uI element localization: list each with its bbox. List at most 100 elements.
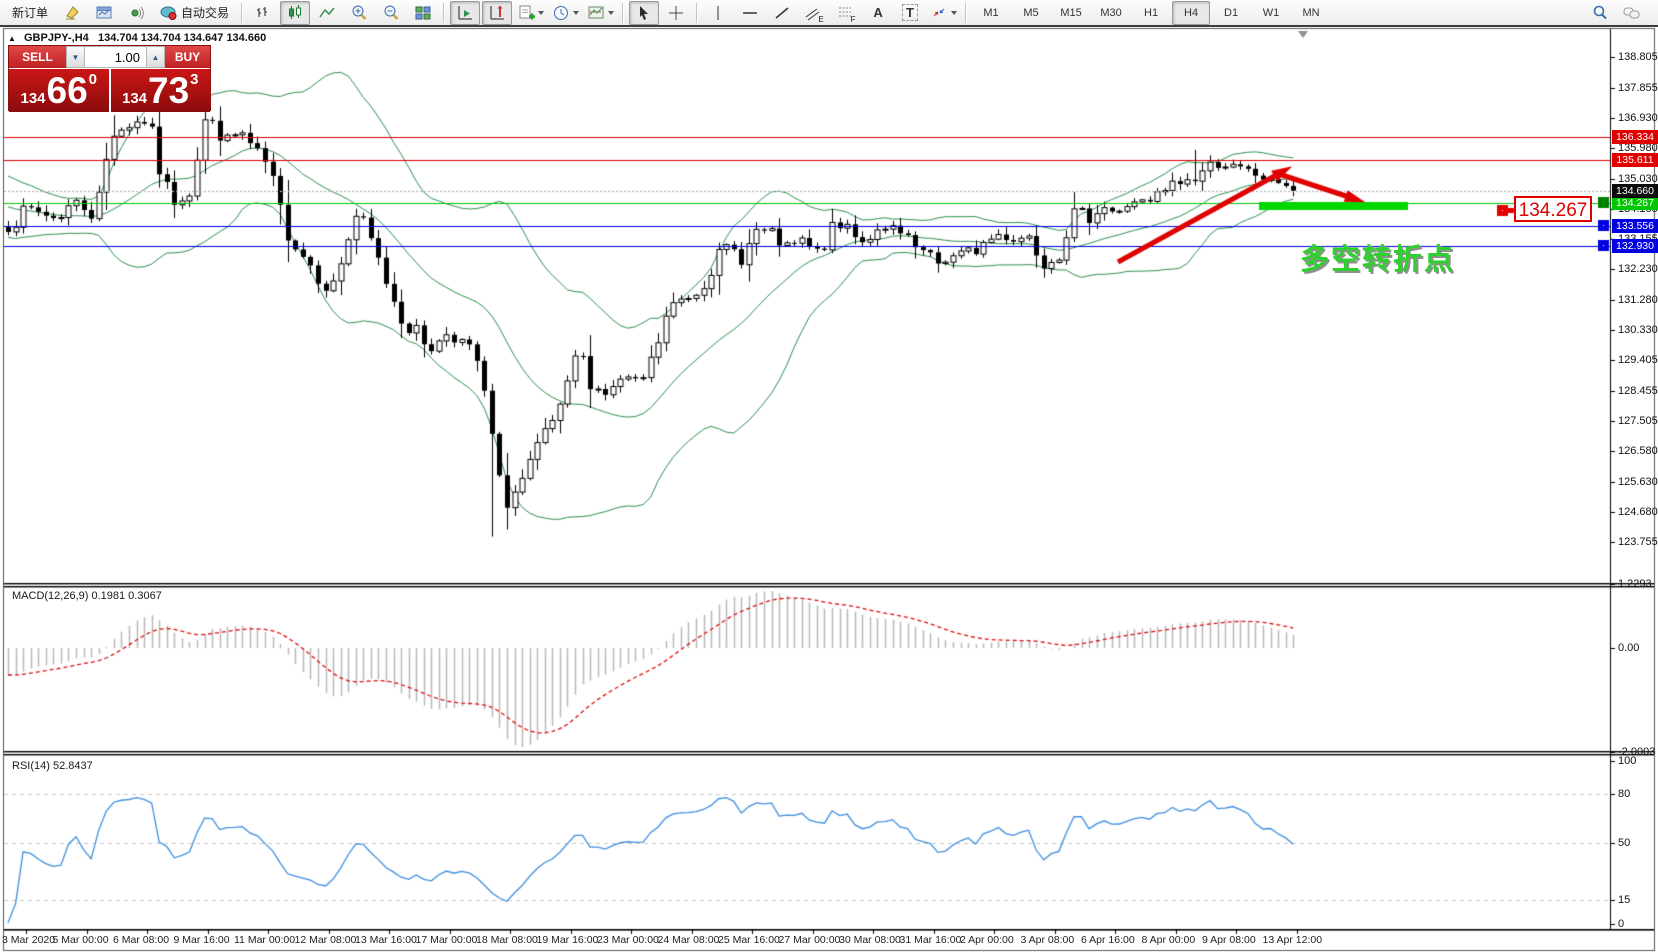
price-line-badge: 133.556 xyxy=(1612,219,1658,234)
price-tick-label: 125.630 xyxy=(1618,475,1658,488)
templates-button[interactable] xyxy=(584,1,617,25)
auto-scroll-button[interactable] xyxy=(450,0,481,25)
price-tick-label: 132.230 xyxy=(1618,263,1658,275)
template-icon xyxy=(588,6,604,18)
bar-chart-icon xyxy=(257,6,268,17)
highlighter-tool-button[interactable] xyxy=(57,1,87,25)
timeframe-h1-button[interactable]: H1 xyxy=(1144,6,1159,19)
timeframe-m5-button[interactable]: M5 xyxy=(1023,6,1039,19)
toolbar-separator xyxy=(965,2,968,23)
price-line-badge: 135.611 xyxy=(1612,153,1658,168)
indicators-list-button[interactable] xyxy=(514,1,547,25)
dropdown-caret-icon xyxy=(538,10,545,15)
timeframe-m1-button[interactable]: M1 xyxy=(983,6,999,19)
arrows-button[interactable] xyxy=(927,1,960,25)
equidistant-channel-button[interactable]: E xyxy=(799,1,829,25)
crosshair-icon xyxy=(669,5,684,20)
channel-sub-label: E xyxy=(818,14,824,24)
one-click-panel-toggle[interactable]: ▲ xyxy=(8,34,16,43)
price-divider xyxy=(108,69,111,112)
vertical-line-button[interactable] xyxy=(703,1,733,25)
search-button[interactable] xyxy=(1585,1,1615,25)
zoom-in-button[interactable] xyxy=(344,1,374,25)
date-tick-label: 6 Mar 08:00 xyxy=(113,934,170,946)
sound-signal-icon xyxy=(131,6,144,19)
timeframe-d1-button[interactable]: D1 xyxy=(1224,6,1239,19)
trendline-button[interactable] xyxy=(767,1,797,25)
price-tick-label: 123.755 xyxy=(1618,535,1658,548)
date-tick-label: 11 Mar 00:00 xyxy=(234,934,296,946)
chat-button[interactable] xyxy=(1617,1,1647,25)
date-tick-label: 27 Mar 00:00 xyxy=(778,934,841,946)
price-line-badge: 132.930 xyxy=(1612,239,1658,254)
buy-price-button[interactable]: 134 73 3 xyxy=(110,69,210,112)
price-tick-label: 136.930 xyxy=(1618,111,1658,124)
chart-window-button[interactable] xyxy=(89,1,119,25)
sell-price-button[interactable]: 134 66 0 xyxy=(9,69,109,112)
date-tick-label: 30 Mar 08:00 xyxy=(839,934,901,946)
rsi-label: RSI(14) 52.8437 xyxy=(12,760,93,772)
autotrading-button[interactable]: 自动交易 xyxy=(153,1,236,25)
periods-button[interactable] xyxy=(549,1,582,25)
chart-shift-button[interactable] xyxy=(482,0,513,25)
volume-decrease-button[interactable]: ▼ xyxy=(66,46,85,68)
buy-price-big-figure: 134 xyxy=(121,90,148,107)
line-chart-button[interactable] xyxy=(312,1,342,25)
main-toolbar: 新订单 自动交易 xyxy=(0,0,1658,27)
toolbar-separator xyxy=(241,2,244,23)
chart-shift-icon xyxy=(490,5,505,19)
price-callout-label[interactable]: 134.267 xyxy=(1514,196,1592,222)
buy-price-pips: 73 xyxy=(148,69,190,111)
new-order-button[interactable]: 新订单 xyxy=(12,6,49,20)
timeframe-h4-button[interactable]: H4 xyxy=(1172,0,1211,25)
timeframe-w1-button[interactable]: W1 xyxy=(1262,6,1280,19)
price-tick-label: 135.030 xyxy=(1618,172,1658,185)
dropdown-caret-icon xyxy=(573,10,580,15)
dropdown-caret-icon xyxy=(951,10,958,15)
horizontal-line-button[interactable] xyxy=(735,1,765,25)
autotrading-icon xyxy=(160,6,177,20)
price-tick-label: 130.330 xyxy=(1618,324,1658,337)
text-label-button[interactable]: T xyxy=(895,1,925,25)
fibonacci-icon xyxy=(838,7,851,16)
price-tick-label: 128.455 xyxy=(1618,384,1658,397)
date-tick-label: 6 Apr 16:00 xyxy=(1081,934,1135,946)
toolbar-separator xyxy=(696,2,699,23)
chart-title: ▲ GBPJPY-,H4 134.704 134.704 134.647 134… xyxy=(8,32,266,44)
candlestick-chart-button[interactable] xyxy=(280,0,311,25)
tile-windows-icon xyxy=(415,6,431,19)
date-tick-label: 3 Apr 08:00 xyxy=(1020,934,1075,946)
timeframe-m30-button[interactable]: M30 xyxy=(1100,6,1122,19)
toolbar-separator xyxy=(622,2,625,23)
cursor-button[interactable] xyxy=(629,0,660,25)
crosshair-button[interactable] xyxy=(661,1,691,25)
date-tick-label: 17 Mar 00:00 xyxy=(415,934,478,946)
date-tick-label: 13 Apr 12:00 xyxy=(1262,934,1323,946)
symbol-period-label: GBPJPY-,H4 xyxy=(23,32,89,44)
auto-scroll-icon xyxy=(458,5,473,19)
channel-icon xyxy=(806,8,820,20)
bar-chart-button[interactable] xyxy=(248,1,278,25)
text-button[interactable]: A xyxy=(863,1,893,25)
volume-increase-button[interactable]: ▲ xyxy=(146,46,165,68)
price-line-badge: 136.334 xyxy=(1612,129,1658,144)
sell-price-point: 0 xyxy=(88,71,98,88)
sell-button[interactable]: SELL xyxy=(9,46,66,68)
timeframe-m15-button[interactable]: M15 xyxy=(1060,6,1082,19)
sound-signal-button[interactable] xyxy=(121,1,151,25)
price-tick-label: 127.505 xyxy=(1618,415,1658,428)
turning-point-text[interactable]: 多空转折点 xyxy=(1300,244,1456,276)
buy-button[interactable]: BUY xyxy=(165,46,210,68)
timeframe-mn-button[interactable]: MN xyxy=(1302,6,1320,19)
zoom-out-button[interactable] xyxy=(376,1,406,25)
macd-label: MACD(12,26,9) 0.1981 0.3067 xyxy=(12,590,162,602)
macd-tick-label: 1.2293 xyxy=(1618,578,1652,591)
date-tick-label: 18 Mar 08:00 xyxy=(476,934,538,946)
fibonacci-button[interactable]: F xyxy=(831,1,861,25)
highlighter-icon xyxy=(66,5,79,19)
date-tick-label: 5 Mar 00:00 xyxy=(52,934,109,946)
tile-windows-button[interactable] xyxy=(408,1,438,25)
volume-input[interactable] xyxy=(85,46,146,68)
